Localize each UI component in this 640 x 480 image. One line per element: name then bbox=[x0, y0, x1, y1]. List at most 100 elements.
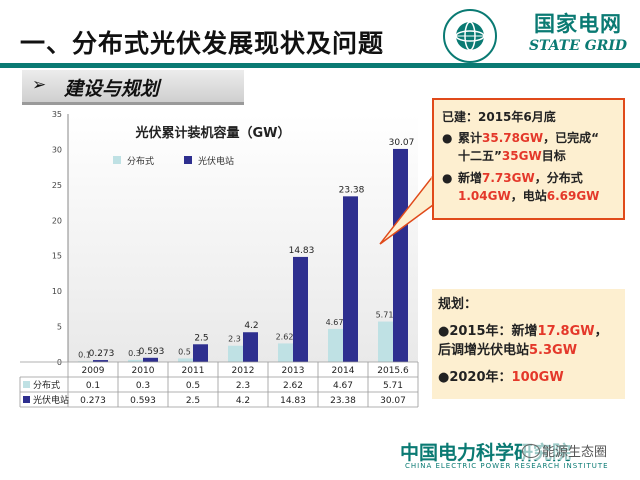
y-tick-label: 25 bbox=[52, 181, 62, 190]
value: 6.69GW bbox=[546, 189, 600, 203]
x-category-label: 2013 bbox=[282, 366, 305, 376]
text: ，已完成“ bbox=[543, 131, 599, 145]
bar-distributed bbox=[128, 359, 143, 362]
x-category-label: 2010 bbox=[132, 366, 155, 376]
data-label-station: 2.5 bbox=[194, 333, 208, 343]
section-title: 建设与规划 bbox=[64, 78, 160, 100]
bullet-icon: ● bbox=[438, 370, 450, 385]
table-cell-distributed: 0.1 bbox=[86, 381, 100, 391]
legend-label-station: 光伏电站 bbox=[198, 155, 234, 167]
built-callout: 已建：2015年6月底 ● 累计35.78GW，已完成“ 十二五”35GW目标 … bbox=[432, 98, 625, 220]
plan-item-2015: ●2015年：新增17.8GW，后调增光伏电站5.3GW bbox=[438, 322, 619, 360]
bar-distributed bbox=[328, 328, 343, 362]
data-label-station: 30.07 bbox=[389, 138, 415, 148]
value: 17.8GW bbox=[537, 324, 595, 339]
text: ，电站 bbox=[510, 189, 547, 203]
data-label-distributed: 0.5 bbox=[178, 347, 191, 356]
y-tick-label: 0 bbox=[57, 358, 62, 367]
brand: 国家电网 STATE GRID bbox=[518, 8, 638, 54]
y-tick-label: 30 bbox=[52, 145, 62, 154]
bullet-icon: ● bbox=[442, 171, 453, 185]
data-label-distributed: 0.3 bbox=[128, 349, 141, 358]
table-swatch-distributed bbox=[23, 381, 30, 388]
bar-station bbox=[343, 196, 358, 362]
bar-distributed bbox=[278, 343, 293, 362]
footer-organization-en: CHINA ELECTRIC POWER RESEARCH INSTITUTE bbox=[405, 462, 609, 470]
table-cell-station: 14.83 bbox=[280, 396, 306, 406]
table-swatch-station bbox=[23, 396, 30, 403]
x-category-label: 2014 bbox=[332, 366, 355, 376]
table-cell-station: 0.593 bbox=[130, 396, 156, 406]
data-label-distributed: 2.62 bbox=[276, 332, 294, 341]
table-cell-station: 0.273 bbox=[80, 396, 106, 406]
bar-distributed bbox=[178, 358, 193, 362]
y-tick-label: 5 bbox=[57, 323, 62, 332]
plan-heading: 规划： bbox=[438, 297, 478, 312]
table-cell-station: 23.38 bbox=[330, 396, 356, 406]
x-category-label: 2015.6 bbox=[377, 366, 409, 376]
y-tick-label: 10 bbox=[52, 287, 62, 296]
built-heading: 已建：2015年6月底 bbox=[442, 110, 556, 124]
wechat-icon bbox=[522, 444, 540, 458]
legend-swatch-distributed bbox=[113, 156, 121, 164]
table-row-label-station: 光伏电站 bbox=[33, 394, 69, 406]
value: 35GW bbox=[501, 149, 542, 163]
y-tick-label: 15 bbox=[52, 252, 62, 261]
data-label-station: 0.273 bbox=[89, 349, 115, 359]
data-label-distributed: 4.67 bbox=[326, 318, 344, 327]
table-cell-distributed: 5.71 bbox=[383, 381, 403, 391]
built-item-cumulative: ● 累计35.78GW，已完成“ 十二五”35GW目标 bbox=[442, 129, 615, 165]
legend-label-distributed: 分布式 bbox=[127, 155, 154, 167]
data-label-distributed: 0.1 bbox=[78, 350, 91, 359]
x-category-label: 2009 bbox=[82, 366, 105, 376]
bar-distributed bbox=[228, 345, 243, 362]
data-label-station: 23.38 bbox=[339, 185, 365, 195]
table-cell-distributed: 2.3 bbox=[236, 381, 250, 391]
state-grid-emblem-icon bbox=[443, 9, 497, 63]
brand-name-en: STATE GRID bbox=[528, 38, 628, 54]
table-cell-station: 2.5 bbox=[186, 396, 200, 406]
watermark: 能源生态圈 bbox=[522, 441, 608, 460]
plan-callout: 规划： ●2015年：新增17.8GW，后调增光伏电站5.3GW ●2020年：… bbox=[432, 289, 625, 399]
x-category-label: 2011 bbox=[182, 366, 205, 376]
data-label-station: 0.593 bbox=[139, 347, 165, 357]
table-cell-distributed: 0.5 bbox=[186, 381, 200, 391]
value: 1.04GW bbox=[458, 189, 511, 203]
table-cell-station: 4.2 bbox=[236, 396, 250, 406]
table-row-label-distributed: 分布式 bbox=[33, 379, 60, 391]
value: 5.3GW bbox=[529, 343, 578, 358]
section-banner: ➢ 建设与规划 bbox=[22, 70, 244, 105]
text: ，分布式 bbox=[534, 171, 583, 185]
bar-station bbox=[293, 256, 308, 362]
value: 100GW bbox=[511, 370, 564, 385]
table-cell-distributed: 0.3 bbox=[136, 381, 150, 391]
arrow-bullet-icon: ➢ bbox=[32, 75, 47, 95]
plan-item-2020: ●2020年：100GW bbox=[438, 368, 619, 387]
bullet-icon: ● bbox=[438, 324, 450, 339]
bar-station bbox=[93, 360, 108, 362]
header-divider bbox=[0, 63, 640, 68]
capacity-chart: 光伏累计装机容量（GW） 分布式 光伏电站 0 5 10 15 20 25 30 35 0.1… bbox=[19, 110, 419, 408]
bar-station bbox=[243, 332, 258, 362]
y-tick-label: 35 bbox=[52, 110, 62, 119]
x-category-label: 2012 bbox=[232, 366, 255, 376]
bar-station bbox=[393, 148, 408, 362]
value: 35.78GW bbox=[482, 131, 544, 145]
data-label-station: 14.83 bbox=[289, 246, 315, 256]
watermark-text: 能源生态圈 bbox=[542, 445, 608, 460]
bullet-icon: ● bbox=[442, 131, 453, 145]
text: 十二五” bbox=[458, 149, 502, 163]
bar-station bbox=[143, 357, 158, 362]
legend-swatch-station bbox=[184, 156, 192, 164]
chart-title: 光伏累计装机容量（GW） bbox=[134, 125, 290, 141]
text: 2020年： bbox=[449, 370, 512, 385]
value: 7.73GW bbox=[482, 171, 535, 185]
table-cell-distributed: 4.67 bbox=[333, 381, 353, 391]
data-label-distributed: 2.3 bbox=[228, 335, 241, 344]
data-label-distributed: 5.71 bbox=[376, 311, 394, 320]
bar-distributed bbox=[378, 321, 393, 362]
table-cell-distributed: 2.62 bbox=[283, 381, 303, 391]
slide-title: 一、分布式光伏发展现状及问题 bbox=[20, 29, 385, 58]
